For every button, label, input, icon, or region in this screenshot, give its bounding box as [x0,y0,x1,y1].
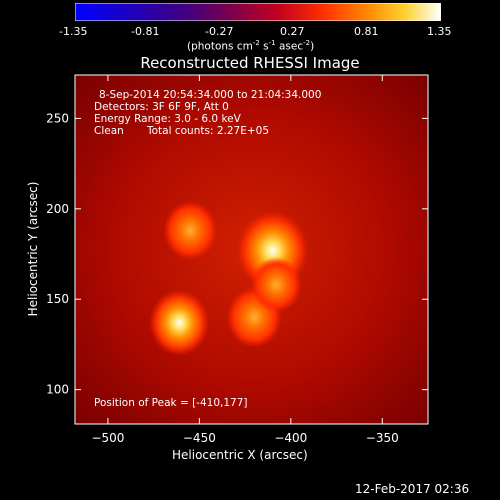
colorbar-tick-label: -0.27 [205,25,234,38]
chart-title: Reconstructed RHESSI Image [140,54,360,72]
y-tick-label: 100 [46,383,69,397]
annotation-time-range: 8-Sep-2014 20:54:34.000 to 21:04:34.000 [99,89,322,101]
annotation-clean: Clean [94,125,124,137]
colorbar [75,3,441,21]
colorbar-tick-label: -0.81 [131,25,160,38]
source-blob [250,257,302,313]
colorbar-unit-label: (photons cm-2 s-1 asec-2) [187,39,315,53]
annotation-detectors: Detectors: 3F 6F 9F, Att 0 [94,101,229,113]
source-blob [149,289,210,356]
annotation-total-counts: Total counts: 2.27E+05 [147,125,270,137]
source-blob [163,201,218,260]
y-axis-label: Heliocentric Y (arcsec) [26,181,40,317]
x-tick-label: −350 [366,431,399,445]
y-tick-label: 150 [46,292,69,306]
x-axis-label: Heliocentric X (arcsec) [172,448,308,462]
plot-frame [74,74,429,425]
x-tick-label: −500 [91,431,124,445]
annotation-peak-position: Position of Peak = [-410,177] [94,397,248,409]
y-tick-label: 250 [46,111,69,125]
x-tick-label: −450 [183,431,216,445]
annotation-energy-range: Energy Range: 3.0 - 6.0 keV [94,113,241,125]
colorbar-tick-label: 0.81 [354,25,379,38]
colorbar-tick-label: 0.27 [280,25,305,38]
colorbar-tick-label: -1.35 [59,25,88,38]
y-tick-label: 200 [46,202,69,216]
footer-date: 12-Feb-2017 02:36 [355,482,470,496]
colorbar-tick-label: 1.35 [427,25,452,38]
x-tick-label: −400 [274,431,307,445]
